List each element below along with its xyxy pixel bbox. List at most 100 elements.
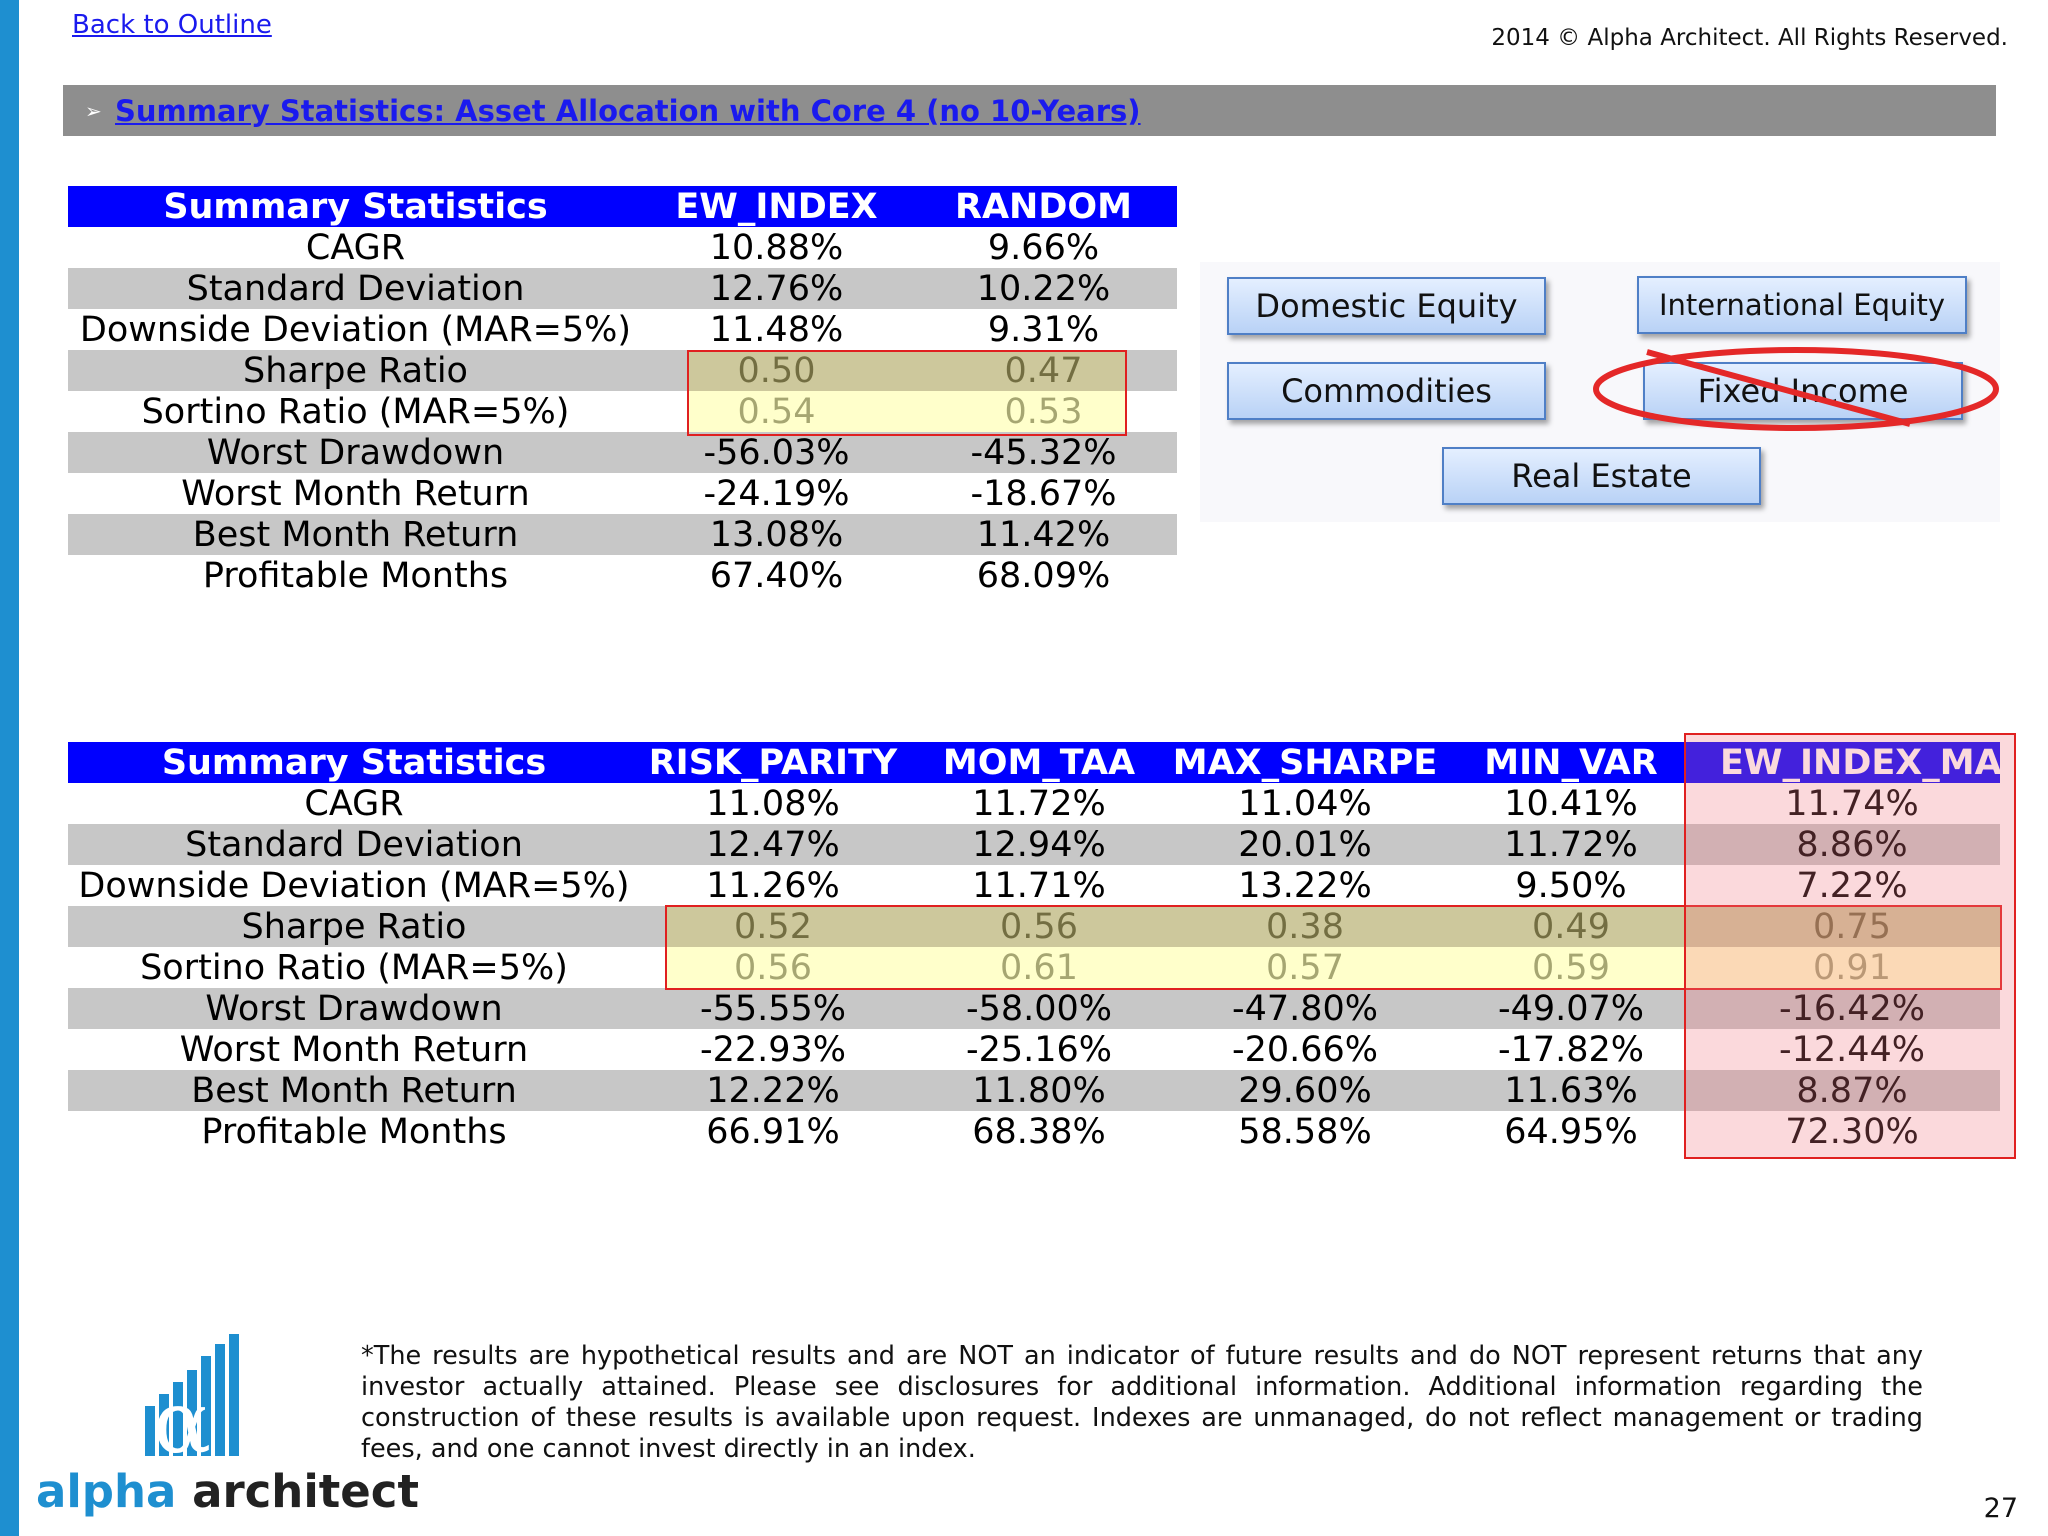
table-cell: 9.31% (987, 309, 1100, 350)
table-row: Profitable Months 66.91% 68.38% 58.58% 6… (68, 1111, 2000, 1152)
column-header: Summary Statistics (68, 742, 640, 783)
table-cell: 0.53 (1004, 391, 1083, 432)
real-estate-button[interactable]: Real Estate (1442, 447, 1761, 505)
table-row: Sharpe Ratio 0.50 0.47 (68, 350, 1177, 391)
svg-text:α: α (153, 1373, 211, 1462)
row-label: Sortino Ratio (MAR=5%) (141, 391, 570, 432)
table-cell: -12.44% (1778, 1029, 1926, 1070)
row-label: Sharpe Ratio (68, 906, 640, 947)
table-cell: 10.41% (1504, 783, 1638, 824)
table-cell: 12.76% (643, 268, 910, 309)
table-cell: -47.80% (1172, 988, 1438, 1029)
table-cell: 0.38 (1172, 906, 1438, 947)
row-label: Worst Drawdown (68, 988, 640, 1029)
column-header: Summary Statistics (68, 186, 643, 227)
table-cell: 8.87% (1704, 1070, 2000, 1111)
table-cell: 11.74% (1785, 783, 1919, 824)
column-header: MOM_TAA (906, 742, 1172, 783)
row-label: Best Month Return (68, 1070, 640, 1111)
row-label: Standard Deviation (68, 268, 643, 309)
table-cell: 72.30% (1785, 1111, 1919, 1152)
table-cell: 0.47 (910, 350, 1177, 391)
table-cell: 10.22% (910, 268, 1177, 309)
table-row: Downside Deviation (MAR=5%) 11.48% 9.31% (68, 309, 1177, 350)
row-label: Downside Deviation (MAR=5%) (78, 865, 630, 906)
table-cell: -18.67% (970, 473, 1117, 514)
table-cell: 13.22% (1238, 865, 1372, 906)
table-cell: 11.72% (1438, 824, 1704, 865)
back-to-outline-link[interactable]: Back to Outline (72, 10, 272, 40)
table-row: Worst Month Return -22.93% -25.16% -20.6… (68, 1029, 2000, 1070)
commodities-button[interactable]: Commodities (1227, 362, 1546, 420)
table-row: Standard Deviation 12.47% 12.94% 20.01% … (68, 824, 2000, 865)
table-cell: 64.95% (1504, 1111, 1638, 1152)
table-cell: 20.01% (1172, 824, 1438, 865)
table-cell: 0.52 (640, 906, 906, 947)
section-title-bar: ➢ Summary Statistics: Asset Allocation w… (63, 85, 1996, 136)
fixed-income-button[interactable]: Fixed Income (1643, 362, 1963, 420)
domestic-equity-button[interactable]: Domestic Equity (1227, 277, 1546, 335)
table-cell: 0.61 (1000, 947, 1078, 988)
row-label: CAGR (305, 227, 406, 268)
table-header-row: Summary Statistics RISK_PARITY MOM_TAA M… (68, 742, 2000, 783)
table-cell: 9.66% (987, 227, 1100, 268)
table-cell: 13.08% (643, 514, 910, 555)
alpha-architect-logo: alpha architect (36, 1465, 419, 1518)
summary-statistics-table-1: Summary Statistics EW_INDEX RANDOM CAGR … (68, 186, 1177, 596)
alpha-architect-logo-icon: α (145, 1334, 239, 1462)
excluded-asset-mark (1593, 347, 1999, 431)
column-header: MAX_SHARPE (1172, 742, 1438, 783)
table-cell: 9.50% (1515, 865, 1627, 906)
strike-through-line (1646, 349, 1911, 427)
table-cell: 68.38% (972, 1111, 1106, 1152)
table-row: Worst Month Return -24.19% -18.67% (68, 473, 1177, 514)
table-cell: -55.55% (640, 988, 906, 1029)
table-cell: 0.91 (1813, 947, 1891, 988)
copyright-text: 2014 © Alpha Architect. All Rights Reser… (1491, 25, 2008, 51)
row-label: Best Month Return (68, 514, 643, 555)
summary-statistics-table-2: Summary Statistics RISK_PARITY MOM_TAA M… (68, 742, 2000, 1152)
row-label: Sortino Ratio (MAR=5%) (140, 947, 568, 988)
table-row: Sharpe Ratio 0.52 0.56 0.38 0.49 0.75 (68, 906, 2000, 947)
table-cell: 67.40% (709, 555, 844, 596)
row-label: Worst Month Return (181, 473, 530, 514)
table-row: Sortino Ratio (MAR=5%) 0.56 0.61 0.57 0.… (68, 947, 2000, 988)
table-cell: 11.80% (906, 1070, 1172, 1111)
table-row: Worst Drawdown -56.03% -45.32% (68, 432, 1177, 473)
exclusion-ellipse (1593, 347, 1999, 431)
table-cell: 12.47% (640, 824, 906, 865)
column-header: MIN_VAR (1438, 742, 1704, 783)
table-cell: 10.88% (709, 227, 844, 268)
table-cell: 12.22% (640, 1070, 906, 1111)
international-equity-button[interactable]: International Equity (1637, 276, 1967, 334)
table-cell: 11.08% (706, 783, 840, 824)
table-cell: 11.04% (1238, 783, 1372, 824)
arrow-bullet-icon: ➢ (85, 98, 102, 123)
table-cell: 68.09% (976, 555, 1111, 596)
table-cell: 66.91% (706, 1111, 840, 1152)
table-row: Best Month Return 13.08% 11.42% (68, 514, 1177, 555)
section-title-link[interactable]: Summary Statistics: Asset Allocation wit… (115, 93, 1141, 128)
row-label: Sharpe Ratio (68, 350, 643, 391)
table-cell: 11.72% (972, 783, 1106, 824)
table-cell: 0.50 (643, 350, 910, 391)
table-cell: 12.94% (906, 824, 1172, 865)
table-header-row: Summary Statistics EW_INDEX RANDOM (68, 186, 1177, 227)
column-header: EW_INDEX_MA (1704, 742, 2000, 783)
table-cell: 0.49 (1438, 906, 1704, 947)
table-cell: 11.63% (1438, 1070, 1704, 1111)
table-cell: 11.48% (709, 309, 844, 350)
table-cell: 0.56 (906, 906, 1172, 947)
table-cell: -24.19% (703, 473, 850, 514)
table-cell: 11.71% (972, 865, 1106, 906)
row-label: Standard Deviation (68, 824, 640, 865)
table-row: CAGR 11.08% 11.72% 11.04% 10.41% 11.74% (68, 783, 2000, 824)
table-cell: 29.60% (1172, 1070, 1438, 1111)
table-cell: 11.26% (706, 865, 840, 906)
table-cell: 7.22% (1796, 865, 1908, 906)
table-cell: -45.32% (910, 432, 1177, 473)
table-row: CAGR 10.88% 9.66% (68, 227, 1177, 268)
page-number: 27 (1983, 1493, 2018, 1524)
table-cell: 11.42% (910, 514, 1177, 555)
table-cell: 0.54 (737, 391, 816, 432)
